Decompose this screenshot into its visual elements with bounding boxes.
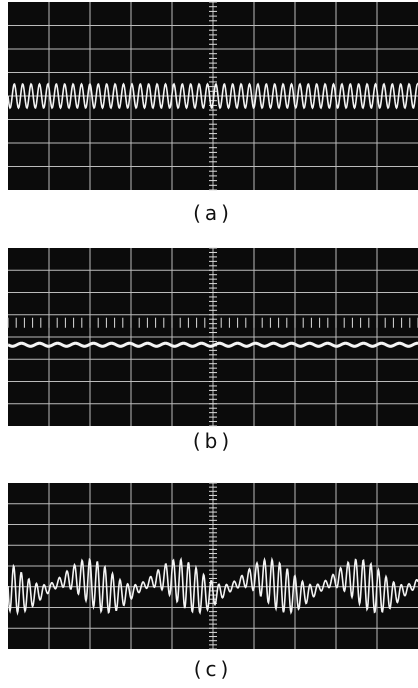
panel-label: (a) xyxy=(193,201,233,225)
panel-label: (b) xyxy=(193,429,233,453)
page: (a) (b) (c) (() => { const data = JSON.p… xyxy=(0,0,418,688)
figure: (a) (b) (c) xyxy=(0,0,418,688)
panel-label: (c) xyxy=(194,657,233,681)
